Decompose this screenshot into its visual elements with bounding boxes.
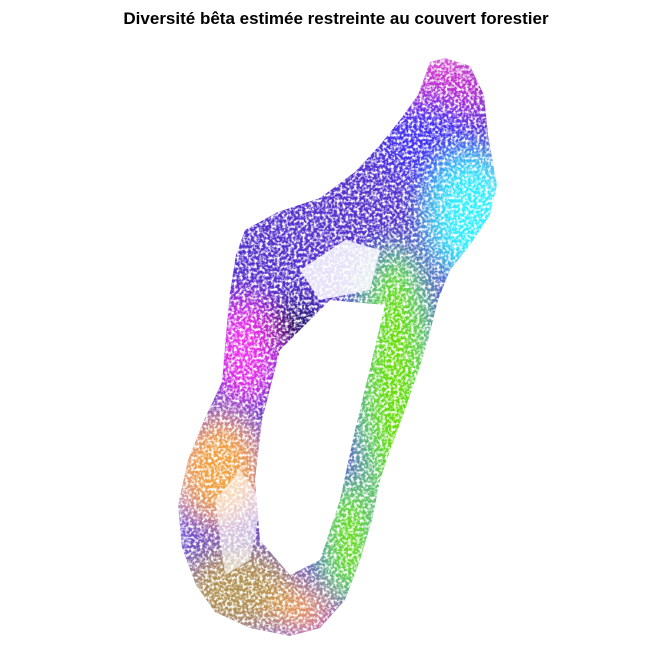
island-shape [178, 58, 497, 636]
map-title: Diversité bêta estimée restreinte au cou… [123, 9, 549, 28]
speckle-texture [178, 58, 497, 636]
